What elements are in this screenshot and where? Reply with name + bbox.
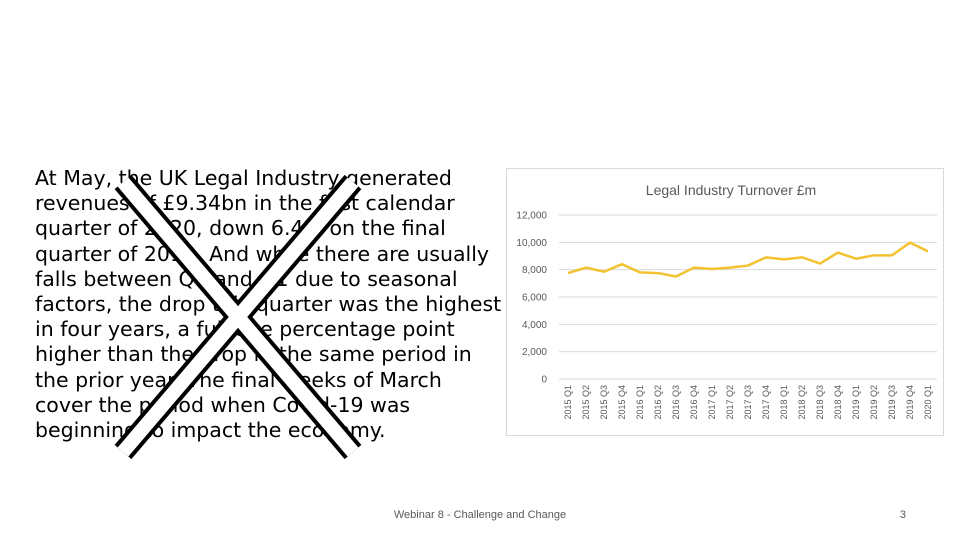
x-tick-label: 2016 Q2: [653, 385, 663, 420]
x-tick-label: 2018 Q3: [815, 385, 825, 420]
x-tick-label: 2019 Q4: [905, 385, 915, 420]
x-tick-label: 2019 Q2: [869, 385, 879, 420]
cross-out-mark: [114, 174, 362, 460]
x-tick-label: 2017 Q1: [707, 385, 717, 420]
y-tick-label: 8,000: [522, 265, 547, 276]
x-tick-label: 2015 Q1: [563, 385, 573, 420]
x-tick-label: 2018 Q4: [833, 385, 843, 420]
x-tick-label: 2017 Q3: [743, 385, 753, 420]
x-tick-label: 2020 Q1: [923, 385, 933, 420]
x-tick-label: 2016 Q4: [689, 385, 699, 420]
x-tick-label: 2018 Q2: [797, 385, 807, 420]
x-tick-label: 2015 Q3: [599, 385, 609, 420]
y-tick-label: 4,000: [522, 320, 547, 331]
y-tick-label: 12,000: [516, 211, 547, 222]
body-paragraph: At May, the UK Legal Industry generated …: [35, 166, 502, 443]
y-tick-label: 0: [541, 375, 547, 386]
x-tick-label: 2016 Q1: [635, 385, 645, 420]
chart-title: Legal Industry Turnover £m: [646, 182, 816, 198]
y-tick-label: 2,000: [522, 347, 547, 358]
y-tick-label: 10,000: [516, 238, 547, 249]
x-tick-label: 2016 Q3: [671, 385, 681, 420]
y-tick-label: 6,000: [522, 293, 547, 304]
slide-number: 3: [899, 509, 906, 521]
turnover-chart-svg: Legal Industry Turnover £m 0 2,000 4,000 6,…: [516, 182, 937, 420]
x-tick-label: 2015 Q2: [581, 385, 591, 420]
x-tick-label: 2018 Q1: [779, 385, 789, 420]
x-tick-label: 2019 Q1: [851, 385, 861, 420]
x-tick-label: 2017 Q2: [725, 385, 735, 420]
turnover-chart: Legal Industry Turnover £m 0 2,000 4,000 6,…: [506, 168, 944, 436]
x-tick-label: 2017 Q4: [761, 385, 771, 420]
footer-text: Webinar 8 - Challenge and Change: [393, 509, 567, 521]
x-tick-label: 2019 Q3: [887, 385, 897, 420]
series-line: [567, 241, 929, 278]
x-tick-label: 2015 Q4: [617, 385, 627, 420]
